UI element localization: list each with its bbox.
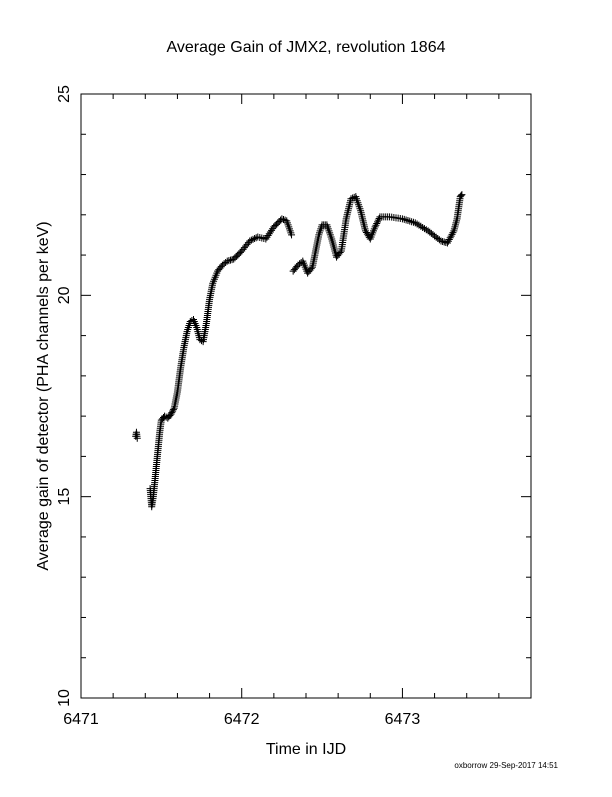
y-tick-label: 10 [56,689,73,707]
y-tick-label: 20 [56,286,73,304]
data-point [246,237,254,245]
data-point [372,221,380,229]
data-point [374,218,382,226]
data-points [132,191,466,511]
data-point [373,220,381,228]
data-point [435,236,443,244]
data-point [168,409,176,417]
data-point [278,215,286,223]
data-point [458,191,466,199]
data-point [449,229,457,237]
data-point [247,236,255,244]
data-point [349,194,357,202]
y-axis: 10 15 20 25 [56,85,531,707]
data-point [437,237,445,245]
data-point [404,217,412,225]
data-point [440,238,448,246]
data-point [249,235,257,243]
footer-stamp: oxborrow 29-Sep-2017 14:51 [454,761,558,770]
data-point [457,192,465,200]
data-point [402,216,410,224]
data-point [167,410,175,418]
data-point [225,257,233,265]
data-point [280,215,287,223]
x-tick-label: 6471 [63,711,99,728]
y-axis-label: Average gain of detector (PHA channels p… [35,221,52,570]
data-point [406,217,414,225]
data-point [371,223,379,231]
y-tick-label: 15 [56,488,73,506]
x-axis: 6471 6472 6473 [63,94,532,728]
x-tick-label: 6472 [224,711,260,728]
x-axis-label: Time in IJD [266,741,346,758]
chart-title: Average Gain of JMX2, revolution 1864 [167,39,446,56]
data-point [336,249,344,257]
data-point [133,434,141,442]
data-point [223,257,231,265]
data-point [169,407,177,415]
data-point [307,265,315,273]
data-point [226,256,234,264]
plot-frame [80,93,532,699]
y-tick-label: 25 [56,85,73,103]
data-point [400,215,408,223]
data-point [169,406,177,414]
data-point [288,231,296,239]
data-point [374,216,382,224]
data-point [251,235,259,243]
x-tick-label: 6473 [385,711,421,728]
